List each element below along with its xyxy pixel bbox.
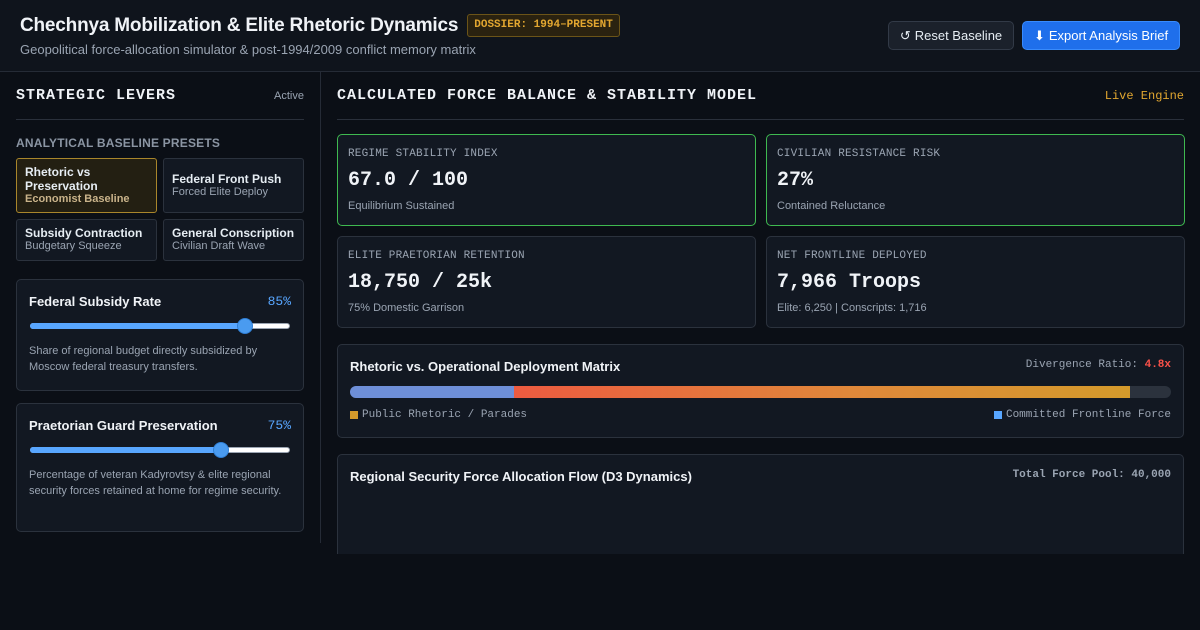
preset-rhetoric-vs-preservation[interactable]: Rhetoric vs Preservation Economist Basel… — [16, 158, 157, 213]
preset-subsidy-contraction[interactable]: Subsidy Contraction Budgetary Squeeze — [16, 219, 157, 261]
metric-net-frontline: NET FRONTLINE DEPLOYED 7,966 Troops Elit… — [766, 236, 1185, 328]
download-icon: ⬇ — [1033, 27, 1045, 43]
lever-value: 85% — [267, 294, 291, 309]
reset-baseline-button[interactable]: ↺ Reset Baseline — [888, 21, 1014, 50]
metric-value: 18,750 / 25k — [348, 271, 493, 294]
reset-icon: ↺ — [899, 27, 911, 43]
divergence-bar — [350, 386, 1171, 398]
preset-general-conscription[interactable]: General Conscription Civilian Draft Wave — [163, 219, 304, 261]
legend-swatch-blue — [993, 411, 1002, 419]
metric-label: NET FRONTLINE DEPLOYED — [777, 250, 927, 262]
preset-subtitle: Civilian Draft Wave — [172, 240, 266, 252]
divergence-value: 4.8x — [1144, 359, 1171, 371]
metric-label: ELITE PRAETORIAN RETENTION — [348, 250, 525, 262]
divergence-readout: Divergence Ratio: 4.8x — [1026, 359, 1171, 371]
reset-baseline-label: Reset Baseline — [914, 28, 1003, 43]
export-brief-button[interactable]: ⬇ Export Analysis Brief — [1022, 21, 1180, 50]
force-balance-panel: CALCULATED FORCE BALANCE & STABILITY MOD… — [321, 72, 1200, 554]
main-title: CALCULATED FORCE BALANCE & STABILITY MOD… — [337, 87, 758, 104]
slider-fill — [30, 323, 246, 329]
lever-description: Percentage of veteran Kadyrovtsy & elite… — [29, 469, 282, 497]
page-title: Chechnya Mobilization & Elite Rhetoric D… — [20, 14, 459, 36]
metric-value: 27% — [777, 169, 814, 192]
metric-elite-retention: ELITE PRAETORIAN RETENTION 18,750 / 25k … — [337, 236, 756, 328]
matrix-title: Rhetoric vs. Operational Deployment Matr… — [350, 359, 621, 374]
lever-praetorian-guard-preservation: Praetorian Guard Preservation 75% Percen… — [16, 403, 304, 532]
preset-title: Subsidy Contraction — [25, 226, 143, 240]
slider-thumb[interactable] — [213, 442, 229, 458]
lever-title: Praetorian Guard Preservation — [29, 418, 218, 433]
sidebar-title: STRATEGIC LEVERS — [16, 87, 177, 104]
metric-civilian-resistance: CIVILIAN RESISTANCE RISK 27% Contained R… — [766, 134, 1185, 226]
legend-swatch-orange — [350, 411, 358, 419]
force-allocation-flow: Regional Security Force Allocation Flow … — [337, 454, 1184, 554]
legend-committed: Committed Frontline Force — [993, 409, 1171, 421]
sidebar-header: STRATEGIC LEVERS Active — [16, 72, 304, 120]
sidebar-status: Active — [274, 89, 304, 102]
strategic-levers-sidebar: STRATEGIC LEVERS Active ANALYTICAL BASEL… — [0, 72, 321, 543]
preset-title: Federal Front Push — [172, 172, 282, 186]
preset-title: General Conscription — [172, 226, 295, 240]
legend-rhetoric: Public Rhetoric / Parades — [350, 409, 527, 421]
lever-federal-subsidy-rate: Federal Subsidy Rate 85% Share of region… — [16, 279, 304, 391]
main-header: CALCULATED FORCE BALANCE & STABILITY MOD… — [337, 72, 1184, 120]
legend-label: Public Rhetoric / Parades — [362, 409, 528, 421]
dossier-badge: DOSSIER: 1994–PRESENT — [467, 14, 620, 37]
divergence-label: Divergence Ratio: — [1025, 359, 1138, 371]
rhetoric-segment — [514, 386, 1130, 398]
export-brief-label: Export Analysis Brief — [1048, 28, 1169, 43]
committed-force-segment — [350, 386, 514, 398]
page-subtitle: Geopolitical force-allocation simulator … — [20, 42, 476, 57]
preset-federal-front-push[interactable]: Federal Front Push Forced Elite Deploy — [163, 158, 304, 213]
metric-label: REGIME STABILITY INDEX — [348, 148, 498, 160]
preset-title: Rhetoric vs Preservation — [25, 165, 98, 193]
metric-value: 7,966 Troops — [777, 271, 922, 294]
metric-value: 67.0 / 100 — [348, 169, 469, 192]
metric-subtext: Equilibrium Sustained — [348, 200, 455, 212]
force-pool-total: Total Force Pool: 40,000 — [1012, 469, 1171, 481]
app-header: Chechnya Mobilization & Elite Rhetoric D… — [0, 0, 1200, 72]
rhetoric-deployment-matrix: Rhetoric vs. Operational Deployment Matr… — [337, 344, 1184, 438]
slider-fill — [30, 447, 221, 453]
metric-label: CIVILIAN RESISTANCE RISK — [777, 148, 941, 160]
preset-subtitle: Budgetary Squeeze — [25, 240, 122, 252]
preset-subtitle: Forced Elite Deploy — [172, 186, 268, 198]
slider-thumb[interactable] — [237, 318, 254, 334]
legend-label: Committed Frontline Force — [1005, 409, 1171, 421]
metric-subtext: Elite: 6,250 | Conscripts: 1,716 — [777, 302, 927, 314]
lever-value: 75% — [267, 418, 291, 433]
metric-regime-stability: REGIME STABILITY INDEX 67.0 / 100 Equili… — [337, 134, 756, 226]
praetorian-guard-slider[interactable] — [30, 442, 290, 458]
lever-title: Federal Subsidy Rate — [29, 294, 162, 309]
federal-subsidy-slider[interactable] — [30, 318, 290, 334]
lever-description: Share of regional budget directly subsid… — [29, 345, 258, 373]
metric-subtext: Contained Reluctance — [777, 200, 886, 212]
title-row: Chechnya Mobilization & Elite Rhetoric D… — [20, 14, 620, 37]
presets-label: ANALYTICAL BASELINE PRESETS — [16, 136, 221, 150]
flow-title: Regional Security Force Allocation Flow … — [350, 469, 692, 484]
preset-subtitle: Economist Baseline — [25, 193, 130, 205]
metric-subtext: 75% Domestic Garrison — [348, 302, 465, 314]
engine-status: Live Engine — [1104, 88, 1184, 103]
